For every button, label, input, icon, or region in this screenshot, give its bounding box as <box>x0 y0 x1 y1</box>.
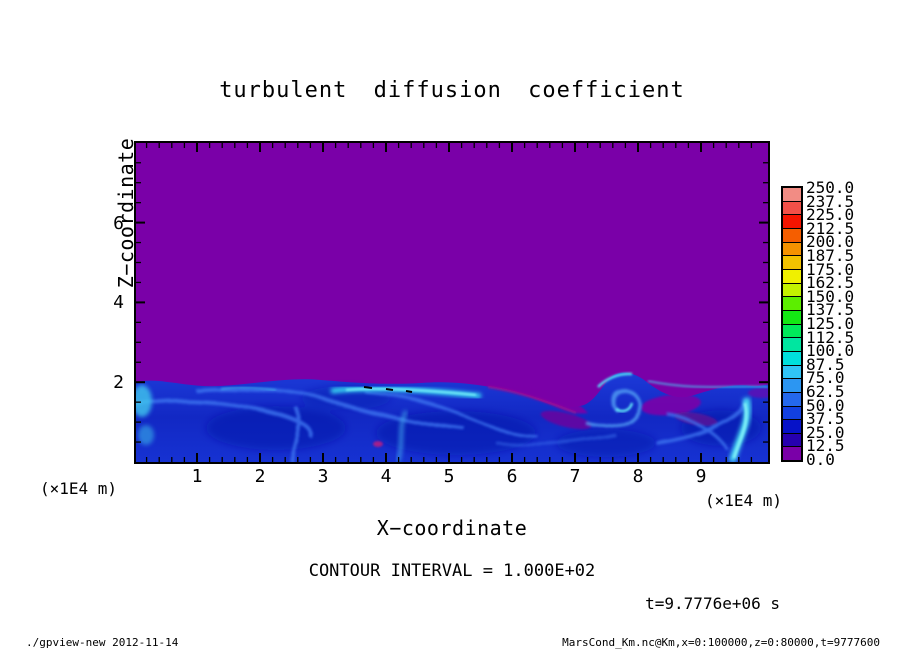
y-tick-label: 6 <box>113 212 124 234</box>
purple-intrusions <box>373 384 768 447</box>
y-tick-label: 4 <box>113 292 124 314</box>
colorbar-tick-label: 12.5 <box>806 436 845 456</box>
colorbar-tick-label: 112.5 <box>806 327 855 347</box>
heatmap-field <box>136 143 768 462</box>
colorbar-tick-label: 100.0 <box>806 341 855 361</box>
contour-dashes <box>363 386 413 393</box>
colorbar-tick-label: 200.0 <box>806 232 855 252</box>
chart-title: turbulent diffusion coefficient <box>219 78 685 103</box>
x-axis-unit: (×1E4 m) <box>704 491 782 510</box>
x-tick-label: 6 <box>506 466 518 487</box>
colorbar-tick-label: 0.0 <box>806 450 835 469</box>
colorbar-tick-label: 175.0 <box>806 259 855 279</box>
colorbar-segment <box>783 324 801 338</box>
colorbar-segment <box>783 188 801 201</box>
colorbar-segment <box>783 379 801 392</box>
colorbar-tick-label: 87.5 <box>806 354 845 374</box>
plot-area <box>134 141 770 464</box>
colorbar-tick-label: 187.5 <box>806 246 855 265</box>
y-axis-tick-labels: 2 4 6 <box>94 143 128 462</box>
x-tick-label: 4 <box>380 466 392 487</box>
colorbar-segment <box>783 351 801 365</box>
colorbar-segment <box>783 256 801 269</box>
x-tick-label: 5 <box>443 466 455 487</box>
cyan-filaments <box>136 372 768 462</box>
colorbar-tick-label: 137.5 <box>806 300 855 320</box>
colorbar-segment <box>783 269 801 283</box>
colorbar-tick-label: 62.5 <box>806 382 845 401</box>
colorbar-tick-label: 150.0 <box>806 286 855 306</box>
colorbar-segment <box>783 365 801 379</box>
colorbar-segment <box>783 433 801 447</box>
colorbar-segment <box>783 420 801 433</box>
colorbar-tick-label: 237.5 <box>806 191 855 211</box>
colorbar-tick-label: 125.0 <box>806 314 855 333</box>
colorbar-segment <box>783 392 801 406</box>
colorbar <box>781 186 803 462</box>
x-tick-label: 3 <box>317 466 329 487</box>
x-tick-label: 2 <box>254 466 266 487</box>
colorbar-tick-label: 162.5 <box>806 273 855 293</box>
y-axis-unit: (×1E4 m) <box>40 479 118 498</box>
colorbar-segment <box>783 310 801 324</box>
colorbar-tick-label: 50.0 <box>806 395 845 415</box>
colorbar-labels: 250.0 237.5 225.0 212.5 200.0 187.5 175.0 162.5… <box>806 180 868 468</box>
colorbar-segment <box>783 201 801 215</box>
x-tick-label: 1 <box>191 466 203 487</box>
colorbar-tick-label: 37.5 <box>806 409 845 429</box>
time-annotation: t=9.7776e+06 s <box>645 594 780 613</box>
blue-swirls <box>136 388 750 462</box>
x-tick-label: 8 <box>632 466 644 487</box>
x-axis-tick-labels: 1 2 3 4 5 6 7 8 9 <box>136 466 768 488</box>
contour-interval-note: CONTOUR INTERVAL = 1.000E+02 <box>308 561 596 581</box>
colorbar-segment <box>783 283 801 297</box>
colorbar-tick-label: 250.0 <box>806 178 855 197</box>
colorbar-segment <box>783 242 801 256</box>
footer-command-stamp: ./gpview-new 2012-11-14 <box>26 636 179 649</box>
y-tick-label: 2 <box>113 372 124 394</box>
colorbar-segment <box>783 297 801 310</box>
colorbar-segment <box>783 228 801 242</box>
colorbar-segment <box>783 447 801 461</box>
colorbar-tick-label: 75.0 <box>806 368 845 388</box>
colorbar-tick-label: 225.0 <box>806 205 855 225</box>
colorbar-tick-label: 25.0 <box>806 422 845 442</box>
x-axis-label: X−coordinate <box>376 516 528 540</box>
x-tick-label: 9 <box>695 466 707 487</box>
colorbar-segment <box>783 406 801 420</box>
x-tick-label: 7 <box>569 466 581 487</box>
colorbar-segment <box>783 215 801 228</box>
axis-ticks <box>136 143 768 462</box>
colorbar-segment <box>783 338 801 351</box>
footer-dataset-stamp: MarsCond_Km.nc@Km,x=0:100000,z=0:80000,t… <box>562 636 880 649</box>
colorbar-tick-label: 212.5 <box>806 218 855 238</box>
